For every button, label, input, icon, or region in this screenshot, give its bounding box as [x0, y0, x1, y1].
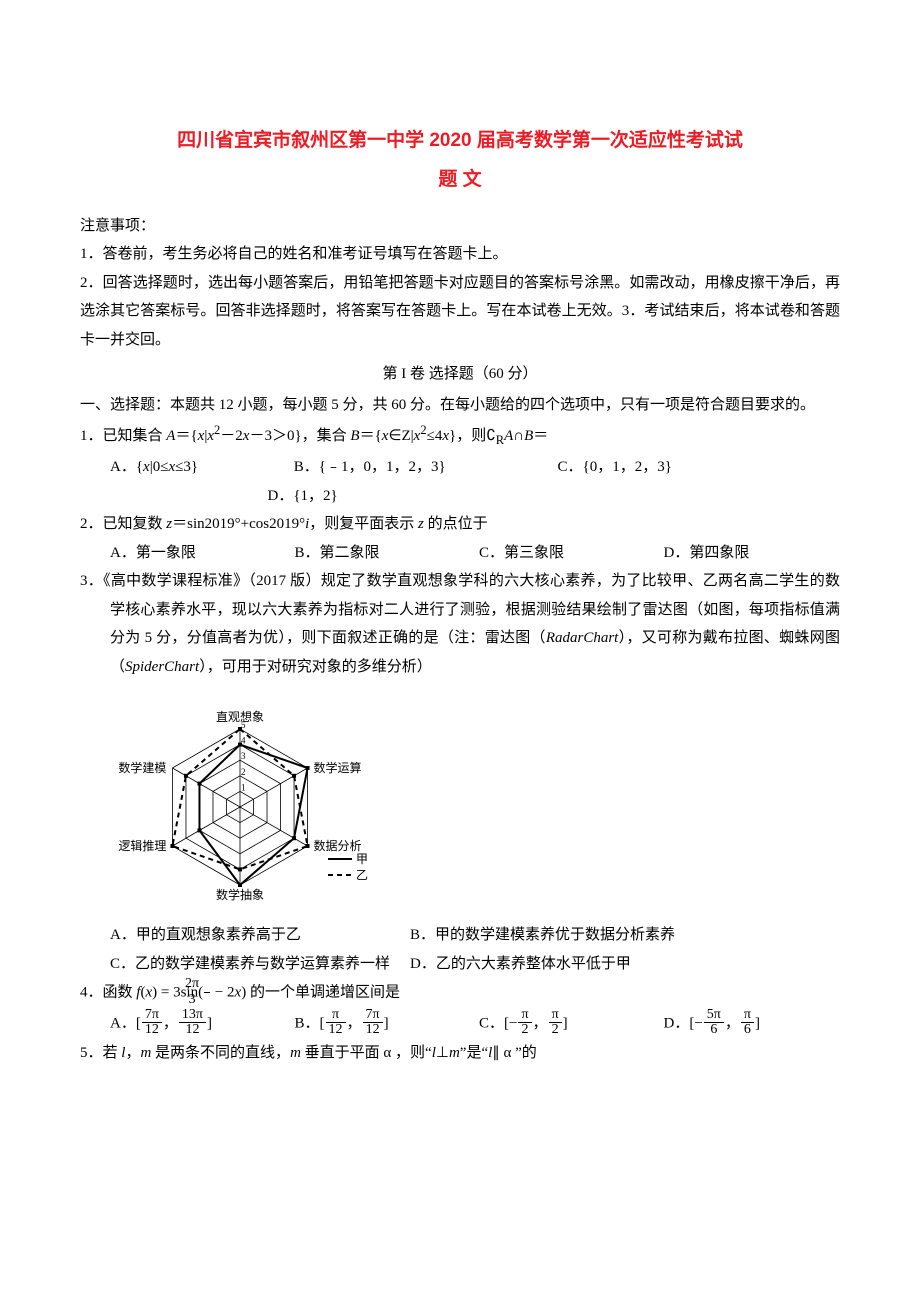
q3-option-d: D．乙的六大素养整体水平低于甲: [410, 950, 631, 979]
q3-option-b: B．甲的数学建模素养优于数据分析素养: [410, 921, 675, 950]
part-header: 第 I 卷 选择题（60 分）: [80, 360, 840, 389]
radar-svg: 12345直观想象数学运算数据分析数学抽象逻辑推理数学建模甲乙: [110, 687, 410, 917]
svg-text:3: 3: [241, 751, 246, 761]
svg-text:数学抽象: 数学抽象: [216, 887, 264, 902]
q4-stem: 4．函数 f(x) = 3sin(2π3 − 2x) 的一个单调递增区间是: [80, 978, 840, 1008]
q3-stem: 3．《高中数学课程标准》（2017 版）规定了数学直观想象学科的六大核心素养，为…: [80, 567, 840, 681]
q2-option-c: C．第三象限: [479, 539, 656, 568]
q2-option-d: D．第四象限: [664, 539, 841, 568]
svg-text:1: 1: [241, 783, 246, 793]
svg-text:数据分析: 数据分析: [314, 838, 362, 853]
q4-option-c: C．[−π2，π2]: [479, 1009, 656, 1039]
svg-text:甲: 甲: [356, 852, 368, 866]
svg-text:数学运算: 数学运算: [314, 760, 362, 775]
q4-options: A．[7π12，13π12] B．[π12，7π12] C．[−π2，π2] D…: [80, 1009, 840, 1039]
q4-option-b: B．[π12，7π12]: [295, 1009, 472, 1039]
svg-text:数学建模: 数学建模: [118, 760, 166, 775]
document-title-line2: 题 文: [80, 162, 840, 198]
svg-text:逻辑推理: 逻辑推理: [118, 839, 166, 853]
q3-option-a: A．甲的直观想象素养高于乙: [110, 921, 410, 950]
q1-option-c: C．{0，1，2，3}: [558, 453, 672, 482]
q1-option-b: B．{﹣1，0，1，2，3}: [294, 453, 554, 482]
notice-line-1: 1．答卷前，考生务必将自己的姓名和准考证号填写在答题卡上。: [80, 240, 840, 269]
svg-text:2: 2: [241, 767, 246, 777]
radar-chart: 12345直观想象数学运算数据分析数学抽象逻辑推理数学建模甲乙: [80, 687, 840, 917]
q2-stem: 2．已知复数 z＝sin2019°+cos2019°i，则复平面表示 z 的点位…: [80, 510, 840, 539]
q1-stem: 1．已知集合 A＝{x|x2－2x－3＞0}，集合 B＝{x∈Z|x2≤4x}，…: [80, 419, 840, 453]
q1-option-a: A．{x|0≤x≤3}: [110, 453, 290, 482]
svg-text:乙: 乙: [356, 868, 368, 882]
notice-line-2: 2．回答选择题时，选出每小题答案后，用铅笔把答题卡对应题目的答案标号涂黑。如需改…: [80, 269, 840, 355]
notice-header: 注意事项：: [80, 212, 840, 241]
q1-options-row1: A．{x|0≤x≤3} B．{﹣1，0，1，2，3} C．{0，1，2，3}: [80, 453, 840, 482]
q2-option-b: B．第二象限: [295, 539, 472, 568]
svg-text:直观想象: 直观想象: [216, 709, 264, 724]
q3-option-c: C．乙的数学建模素养与数学运算素养一样: [110, 950, 410, 979]
document-title-line1: 四川省宜宾市叙州区第一中学 2020 届高考数学第一次适应性考试试: [80, 120, 840, 162]
q5-stem: 5．若 l，m 是两条不同的直线，m 垂直于平面 α ，则“l⊥m”是“l∥ α…: [80, 1039, 840, 1068]
q1-option-d: D．{1，2}: [80, 482, 840, 511]
q2-options: A．第一象限 B．第二象限 C．第三象限 D．第四象限: [80, 539, 840, 568]
q4-option-d: D．[−5π6，π6]: [664, 1009, 841, 1039]
q2-option-a: A．第一象限: [110, 539, 287, 568]
section-instruction: 一、选择题：本题共 12 小题，每小题 5 分，共 60 分。在每小题给的四个选…: [80, 391, 840, 420]
q1-text: 1．已知集合: [80, 428, 166, 444]
q3-options: A．甲的直观想象素养高于乙 B．甲的数学建模素养优于数据分析素养 C．乙的数学建…: [80, 921, 840, 978]
q4-option-a: A．[7π12，13π12]: [110, 1009, 287, 1039]
